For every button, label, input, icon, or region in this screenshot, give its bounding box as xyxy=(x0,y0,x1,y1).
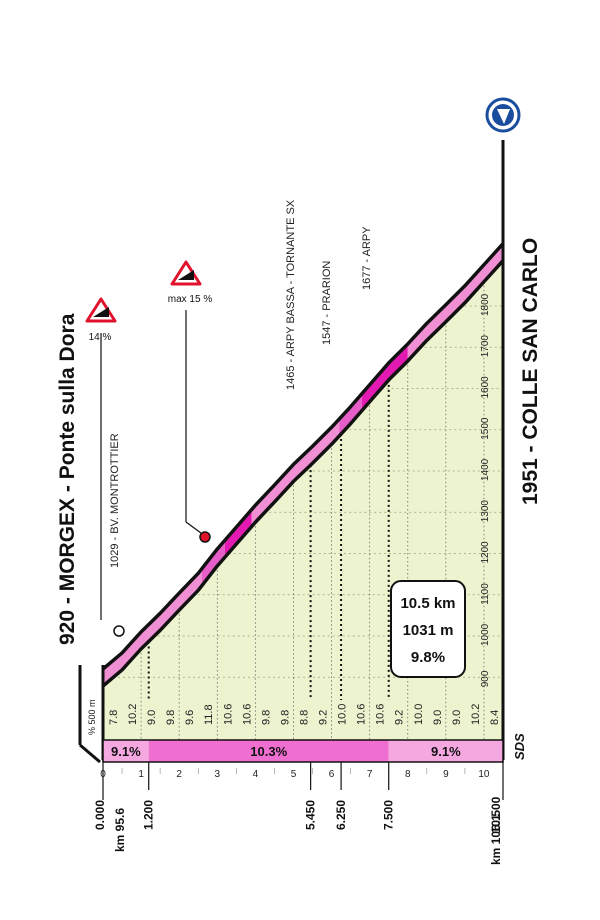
sector-frame xyxy=(102,739,504,763)
grade-label: 10.6 xyxy=(241,704,253,725)
grade-label: 9.6 xyxy=(184,710,196,725)
max-grade-point xyxy=(199,531,211,543)
km-tick: 2 xyxy=(176,769,182,780)
grade-label: 10.6 xyxy=(222,704,234,725)
waypoint-km: 1.200 xyxy=(142,800,156,830)
finish-icon xyxy=(485,97,521,133)
road-edge xyxy=(101,242,505,688)
road-segment xyxy=(224,509,252,558)
road-segment xyxy=(148,568,203,642)
grade-label: 9.0 xyxy=(451,710,463,725)
grade-label: 8.4 xyxy=(489,710,501,725)
km-axis: 012345678910 xyxy=(100,760,504,800)
road-segment xyxy=(202,540,225,586)
grade-label: 9.8 xyxy=(279,710,291,725)
start-label: 920 - MORGEX - Ponte sulla Dora xyxy=(56,313,79,645)
elevation-tick: 1000 xyxy=(480,623,491,646)
km-tick: 1 xyxy=(138,769,144,780)
grade-label: 9.8 xyxy=(260,710,272,725)
km-tick: 10 xyxy=(478,769,490,780)
start-race-km: km 95.6 xyxy=(113,808,127,852)
road-segment xyxy=(251,419,340,527)
sector-label: 9.1% xyxy=(431,744,461,759)
grade-label: 10.2 xyxy=(127,704,139,725)
km-tick: 6 xyxy=(329,769,335,780)
sector-bar: 9.1% 10.3% 9.1% xyxy=(102,739,504,763)
grade-label: 9.0 xyxy=(146,710,158,725)
grade-label: 9.2 xyxy=(394,710,406,725)
waypoint-label: 1547 - PRARION xyxy=(321,261,333,345)
elevation-tick: 1400 xyxy=(480,458,491,481)
waypoint-label: 1677 - ARPY xyxy=(361,226,373,290)
road-segment xyxy=(339,393,363,437)
km-tick: 3 xyxy=(215,769,221,780)
grade-label: 8.8 xyxy=(298,710,310,725)
waypoint-label: 1465 - ARPY BASSA - TORNANTE SX xyxy=(285,199,297,390)
road-segment xyxy=(407,243,503,361)
half-km-grades: 7.8 10.2 9.0 9.8 9.6 11.8 10.6 10.6 9.8 9.8 8.8 9.2… xyxy=(108,704,501,725)
sector-label: 10.3% xyxy=(250,744,287,759)
km-tick: 5 xyxy=(291,769,297,780)
km-tick: 9 xyxy=(443,769,449,780)
start-distance: 0.000 xyxy=(93,800,107,830)
montrottier-point xyxy=(113,625,125,637)
summary-distance: 10.5 km xyxy=(400,595,455,612)
grade-label: 9.2 xyxy=(318,710,330,725)
elevation-tick: 900 xyxy=(480,670,491,687)
elevation-tick: 1100 xyxy=(480,583,491,605)
half-km-lines xyxy=(140,281,485,762)
road-segment xyxy=(362,343,408,411)
grade-label: 9.0 xyxy=(432,710,444,725)
finish-label: 1951 - COLLE SAN CARLO xyxy=(519,238,542,505)
km-tick: 4 xyxy=(253,769,259,780)
sector-segment xyxy=(103,740,149,762)
finish-distance: 10.500 xyxy=(489,796,503,833)
km-tick: 8 xyxy=(405,769,411,780)
grade-label: 10.0 xyxy=(413,704,425,725)
sector-label: 9.1% xyxy=(111,744,141,759)
road-segment xyxy=(103,624,149,686)
summary-gain: 1031 m xyxy=(403,622,454,639)
sector-segment xyxy=(388,740,503,762)
grade-label: 7.8 xyxy=(108,710,120,725)
grade-label: 9.8 xyxy=(165,710,177,725)
km-tick: 7 xyxy=(367,769,373,780)
elevation-tick: 1200 xyxy=(480,541,491,564)
road-band xyxy=(103,243,503,686)
elevation-tick: 1500 xyxy=(480,417,491,440)
summary-grade: 9.8% xyxy=(411,649,445,666)
grade-label: 11.8 xyxy=(203,704,215,725)
axis-note: % 500 m xyxy=(87,699,97,735)
waypoint-label: 1029 - BV. MONTROTTIER xyxy=(109,433,121,568)
elevation-tick: 1600 xyxy=(480,376,491,399)
max-grade-sign-14: 14 % xyxy=(85,297,117,620)
waypoint-km: 5.450 xyxy=(304,800,318,830)
max-grade-label-14: 14 % xyxy=(89,332,112,343)
summary-box: 10.5 km 1031 m 9.8% xyxy=(390,580,466,678)
grade-label: 10.2 xyxy=(470,704,482,725)
finish-race-km: km 106.1 xyxy=(489,814,503,865)
grade-label: 10.0 xyxy=(337,704,349,725)
waypoints: 1029 - BV. MONTROTTIER 1.200 1465 - ARPY B… xyxy=(109,199,396,830)
elevation-ticks: 900 1000 1100 1200 1300 1400 1500 1600 1700 1800 xyxy=(480,293,491,687)
elevation-tick: 1700 xyxy=(480,335,491,358)
max-grade-sign-15: max 15 % xyxy=(168,260,213,537)
sector-segment xyxy=(148,740,389,762)
left-axis-foot xyxy=(79,743,101,764)
max-grade-label-15: max 15 % xyxy=(168,294,213,305)
elevation-tick: 1800 xyxy=(480,293,491,316)
waypoint-km: 7.500 xyxy=(382,800,396,830)
brand-logo: SDS xyxy=(512,733,527,760)
grade-label: 10.6 xyxy=(375,704,387,725)
elevation-tick: 1300 xyxy=(480,500,491,523)
grade-label: 10.6 xyxy=(356,704,368,725)
waypoint-km: 6.250 xyxy=(334,800,348,830)
